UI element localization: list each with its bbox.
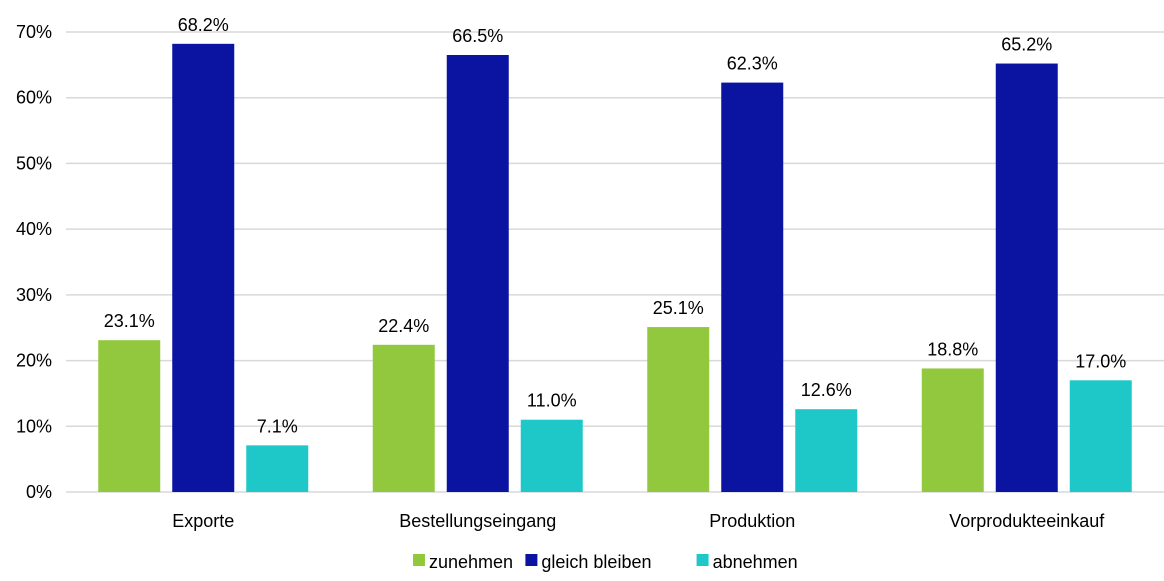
bar (647, 327, 710, 492)
bars (98, 43, 1132, 493)
data-label: 62.3% (727, 54, 778, 74)
bar (520, 419, 583, 492)
bar (372, 344, 435, 492)
data-label: 7.1% (257, 416, 298, 436)
legend-label: abnehmen (713, 552, 798, 572)
data-label: 17.0% (1075, 351, 1126, 371)
data-label: 18.8% (927, 339, 978, 359)
y-tick-label: 30% (16, 285, 52, 305)
data-label: 66.5% (452, 26, 503, 46)
bar (172, 43, 235, 492)
data-label: 12.6% (801, 380, 852, 400)
gridlines (66, 31, 1164, 493)
legend-label: gleich bleiben (541, 552, 651, 572)
y-tick-label: 40% (16, 219, 52, 239)
legend-swatch (696, 554, 709, 566)
data-label: 25.1% (653, 298, 704, 318)
y-tick-label: 0% (26, 482, 52, 502)
bar (721, 82, 784, 492)
y-tick-label: 20% (16, 351, 52, 371)
bar (921, 368, 984, 492)
y-tick-label: 70% (16, 22, 52, 42)
category-label: Exporte (172, 511, 234, 531)
data-label: 11.0% (527, 391, 577, 411)
bar (1069, 380, 1132, 492)
data-label: 68.2% (178, 15, 229, 35)
legend-swatch (525, 554, 538, 566)
category-label: Vorprodukteeinkauf (949, 511, 1105, 531)
y-tick-label: 50% (16, 153, 52, 173)
x-axis-categories: Exporte Bestellungseingang Produktion Vorpr… (172, 511, 1105, 531)
y-axis-ticks: 0% 10% 20% 30% 40% 50% 60% 70% (16, 22, 52, 502)
data-label: 22.4% (378, 316, 429, 336)
data-label: 23.1% (104, 311, 155, 331)
category-label: Bestellungseingang (399, 511, 556, 531)
bar (995, 63, 1058, 493)
data-label: 65.2% (1001, 35, 1052, 55)
legend: zunehmen gleich bleiben abnehmen (413, 552, 798, 572)
bar (98, 340, 161, 492)
legend-label: zunehmen (429, 552, 513, 572)
category-label: Produktion (709, 511, 795, 531)
data-labels: 23.1% 68.2% 7.1% 22.4% 66.5% 11.0% 25.1% 62.3% 1… (104, 15, 1127, 437)
y-tick-label: 10% (16, 416, 52, 436)
bar (446, 55, 509, 492)
y-tick-label: 60% (16, 88, 52, 108)
bar (795, 409, 858, 492)
legend-swatch (413, 554, 425, 566)
bar (246, 445, 309, 492)
